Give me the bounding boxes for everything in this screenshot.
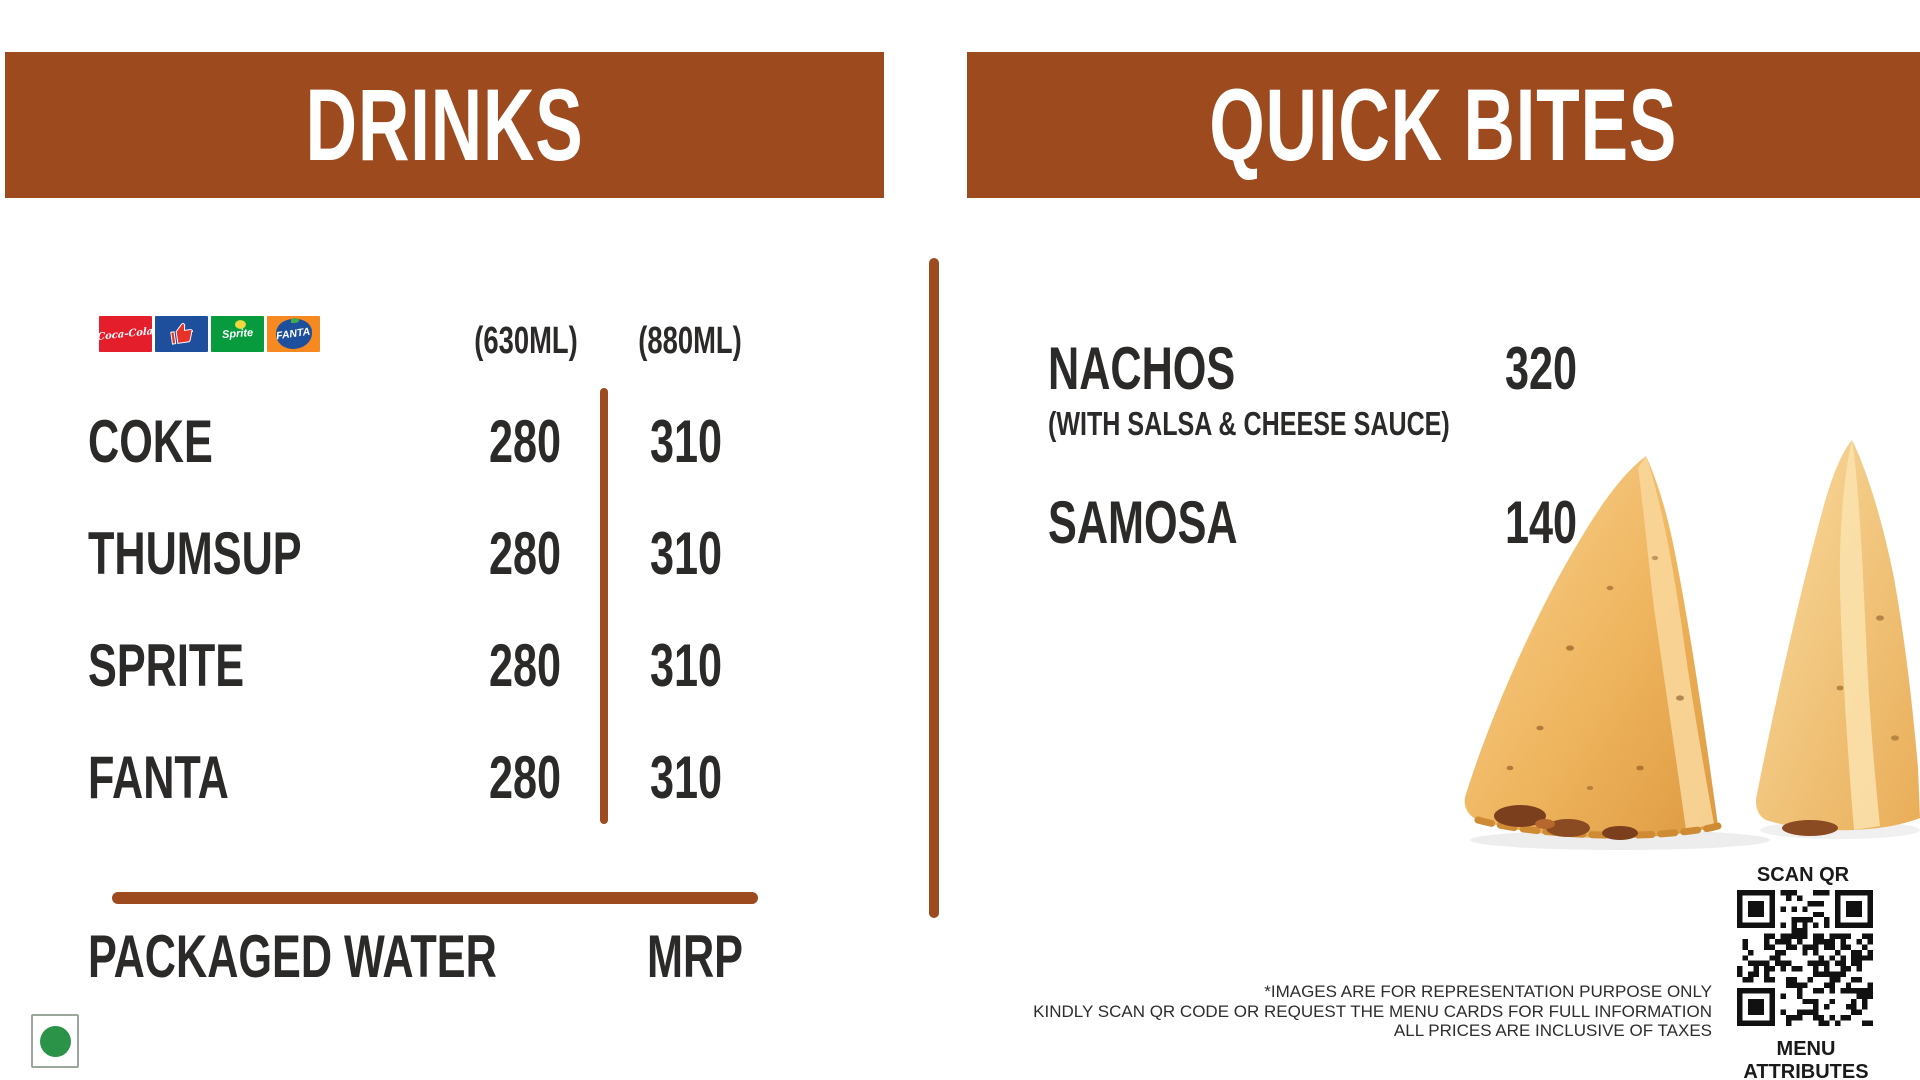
packaged-water-price: MRP [646, 923, 744, 990]
soda-brand-strip: Coca-Cola Sprite FANTA [99, 316, 320, 352]
thums-up-logo-icon [155, 316, 208, 352]
drink-name: COKE [88, 408, 213, 475]
drink-name: FANTA [88, 744, 229, 811]
size-header-630ml: (630ML) [474, 320, 578, 362]
veg-dot-icon [39, 1025, 71, 1057]
coca-cola-logo-icon: Coca-Cola [99, 316, 152, 352]
drink-price-880: 310 [649, 744, 723, 811]
bite-price: 140 [1505, 489, 1578, 556]
bite-name: NACHOS [1048, 335, 1236, 402]
price-column-divider [600, 388, 608, 824]
quick-bites-header-bar: QUICK BITES [967, 52, 1920, 198]
section-divider [929, 258, 939, 918]
disclaimer-line: KINDLY SCAN QR CODE OR REQUEST THE MENU … [1033, 1001, 1712, 1021]
packaged-water-label: PACKAGED WATER [88, 923, 497, 990]
fanta-logo-icon: FANTA [267, 316, 320, 352]
drinks-title: DRINKS [305, 68, 584, 182]
samosa-image [1464, 440, 1920, 850]
drink-price-880: 310 [649, 408, 723, 475]
drink-name: THUMSUP [88, 520, 302, 587]
bite-price: 320 [1505, 335, 1578, 402]
size-header-880ml: (880ML) [638, 320, 742, 362]
veg-indicator [31, 1014, 79, 1068]
drink-price-630: 280 [488, 408, 562, 475]
fanta-leaf-icon [291, 318, 299, 323]
disclaimer-line: ALL PRICES ARE INCLUSIVE OF TAXES [1393, 1021, 1712, 1040]
bite-note: (WITH SALSA & CHEESE SAUCE) [1048, 405, 1450, 442]
qr-code [1737, 890, 1873, 1026]
drink-price-880: 310 [649, 632, 723, 699]
bite-name: SAMOSA [1048, 489, 1238, 556]
thumbs-up-glyph [169, 323, 193, 345]
coca-cola-label: Coca-Cola [99, 325, 152, 343]
drinks-header-bar: DRINKS [5, 52, 884, 198]
drink-name: SPRITE [88, 632, 245, 699]
disclaimer-line: *IMAGES ARE FOR REPRESENTATION PURPOSE O… [1264, 982, 1712, 1001]
sprite-lemon-icon [235, 320, 246, 329]
drink-price-630: 280 [488, 520, 562, 587]
drink-price-630: 280 [488, 632, 562, 699]
menu-attributes-label: MENU ATTRIBUTES [1743, 1038, 1869, 1080]
fanta-splash [276, 319, 312, 349]
quick-bites-title: QUICK BITES [1209, 68, 1678, 182]
water-rule [112, 892, 758, 904]
drink-price-630: 280 [488, 744, 562, 811]
disclaimer-text: *IMAGES ARE FOR REPRESENTATION PURPOSE O… [1033, 982, 1712, 1041]
drink-price-880: 310 [649, 520, 723, 587]
sprite-label: Sprite [221, 326, 254, 342]
sprite-logo-icon: Sprite [211, 316, 264, 352]
